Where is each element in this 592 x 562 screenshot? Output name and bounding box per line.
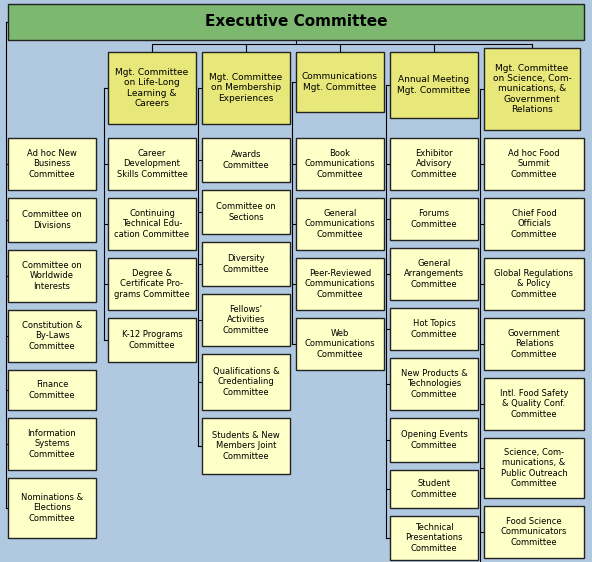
Bar: [8, 310, 96, 362]
Bar: [202, 52, 290, 124]
Text: Forums
Committee: Forums Committee: [411, 209, 457, 229]
Text: Communications
Mgt. Committee: Communications Mgt. Committee: [302, 72, 378, 92]
Text: Intl. Food Safety
& Quality Conf.
Committee: Intl. Food Safety & Quality Conf. Commit…: [500, 389, 568, 419]
Bar: [390, 418, 478, 462]
Text: Information
Systems
Committee: Information Systems Committee: [28, 429, 76, 459]
Bar: [108, 138, 196, 190]
Text: Mgt. Committee
on Membership
Experiences: Mgt. Committee on Membership Experiences: [210, 73, 282, 103]
Bar: [108, 198, 196, 250]
Bar: [202, 190, 290, 234]
Bar: [390, 358, 478, 410]
Text: Committee on
Worldwide
Interests: Committee on Worldwide Interests: [22, 261, 82, 291]
Bar: [8, 138, 96, 190]
Text: Ad hoc New
Business
Committee: Ad hoc New Business Committee: [27, 149, 77, 179]
Bar: [202, 294, 290, 346]
Text: Committee on
Sections: Committee on Sections: [216, 202, 276, 221]
Text: Diversity
Committee: Diversity Committee: [223, 254, 269, 274]
Bar: [390, 138, 478, 190]
Text: Mgt. Committee
on Life-Long
Learning &
Careers: Mgt. Committee on Life-Long Learning & C…: [115, 68, 189, 108]
Text: Government
Relations
Committee: Government Relations Committee: [508, 329, 560, 359]
Bar: [108, 318, 196, 362]
Text: Executive Committee: Executive Committee: [205, 15, 387, 29]
Text: Qualifications &
Credentialing
Committee: Qualifications & Credentialing Committee: [213, 367, 279, 397]
Bar: [296, 198, 384, 250]
Text: Ad hoc Food
Summit
Committee: Ad hoc Food Summit Committee: [508, 149, 560, 179]
Bar: [108, 52, 196, 124]
Text: Finance
Committee: Finance Committee: [28, 380, 75, 400]
Text: Degree &
Certificate Pro-
grams Committee: Degree & Certificate Pro- grams Committe…: [114, 269, 190, 299]
Text: Opening Events
Committee: Opening Events Committee: [401, 430, 468, 450]
Text: Constitution &
By-Laws
Committee: Constitution & By-Laws Committee: [22, 321, 82, 351]
Bar: [484, 198, 584, 250]
Bar: [8, 418, 96, 470]
Text: Technical
Presentations
Committee: Technical Presentations Committee: [406, 523, 463, 553]
Bar: [390, 516, 478, 560]
Bar: [8, 478, 96, 538]
Bar: [484, 138, 584, 190]
Text: Fellows'
Activities
Committee: Fellows' Activities Committee: [223, 305, 269, 335]
Bar: [484, 506, 584, 558]
Text: Awards
Committee: Awards Committee: [223, 150, 269, 170]
Bar: [296, 52, 384, 112]
Bar: [296, 318, 384, 370]
Bar: [108, 258, 196, 310]
Bar: [390, 308, 478, 350]
Bar: [202, 354, 290, 410]
Text: Students & New
Members Joint
Committee: Students & New Members Joint Committee: [212, 431, 280, 461]
Bar: [8, 370, 96, 410]
Bar: [484, 378, 584, 430]
Text: Mgt. Committee
on Science, Com-
munications, &
Government
Relations: Mgt. Committee on Science, Com- municati…: [493, 64, 571, 114]
Text: General
Arrangements
Committee: General Arrangements Committee: [404, 259, 464, 289]
Bar: [202, 242, 290, 286]
Text: Food Science
Communicators
Committee: Food Science Communicators Committee: [501, 517, 567, 547]
Bar: [390, 52, 478, 118]
Bar: [296, 138, 384, 190]
Text: Science, Com-
munications, &
Public Outreach
Committee: Science, Com- munications, & Public Outr…: [501, 448, 567, 488]
Bar: [202, 418, 290, 474]
Bar: [484, 48, 580, 130]
Text: Web
Communications
Committee: Web Communications Committee: [305, 329, 375, 359]
Text: New Products &
Technologies
Committee: New Products & Technologies Committee: [401, 369, 467, 399]
Bar: [8, 250, 96, 302]
Text: Hot Topics
Committee: Hot Topics Committee: [411, 319, 457, 339]
Text: Continuing
Technical Edu-
cation Committee: Continuing Technical Edu- cation Committ…: [114, 209, 189, 239]
Bar: [484, 318, 584, 370]
Text: Book
Communications
Committee: Book Communications Committee: [305, 149, 375, 179]
Bar: [390, 470, 478, 508]
Bar: [8, 198, 96, 242]
Text: Student
Committee: Student Committee: [411, 479, 457, 498]
Bar: [8, 4, 584, 40]
Text: Chief Food
Officials
Committee: Chief Food Officials Committee: [511, 209, 557, 239]
Text: Career
Development
Skills Committee: Career Development Skills Committee: [117, 149, 188, 179]
Text: Annual Meeting
Mgt. Committee: Annual Meeting Mgt. Committee: [397, 75, 471, 95]
Text: Nominations &
Elections
Committee: Nominations & Elections Committee: [21, 493, 83, 523]
Text: Exhibitor
Advisory
Committee: Exhibitor Advisory Committee: [411, 149, 457, 179]
Bar: [390, 248, 478, 300]
Bar: [484, 438, 584, 498]
Text: Global Regulations
& Policy
Committee: Global Regulations & Policy Committee: [494, 269, 574, 299]
Bar: [484, 258, 584, 310]
Text: K-12 Programs
Committee: K-12 Programs Committee: [121, 330, 182, 350]
Text: Peer-Reviewed
Communications
Committee: Peer-Reviewed Communications Committee: [305, 269, 375, 299]
Bar: [390, 198, 478, 240]
Text: Committee on
Divisions: Committee on Divisions: [22, 210, 82, 230]
Bar: [296, 258, 384, 310]
Bar: [202, 138, 290, 182]
Text: General
Communications
Committee: General Communications Committee: [305, 209, 375, 239]
